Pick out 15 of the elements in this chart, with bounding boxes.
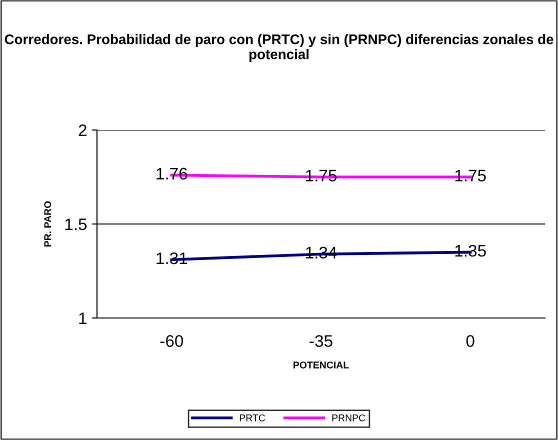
y-axis-title: PR. PARO [44,201,52,246]
chart-title: Corredores. Probabilidad de paro con (PRTC) y sin (PRNPC) diferencias zonales de potencial [4,34,554,62]
x-axis-title: POTENCIAL [294,362,349,368]
x-tick-label: -35 [310,335,332,347]
legend-label: PRTC [240,414,266,422]
legend-label: PRNPC [332,414,366,422]
data-label: 1.76 [156,168,188,180]
y-tick-label: 2 [78,124,86,136]
data-label: 1.35 [455,244,486,257]
y-tick-label: 1 [79,312,86,324]
data-label: 1.31 [156,252,188,264]
y-tick-label: 1.5 [65,218,87,230]
x-tick-label: 0 [466,335,474,347]
data-label: 1.75 [455,170,486,182]
x-tick-label: -60 [160,335,184,347]
